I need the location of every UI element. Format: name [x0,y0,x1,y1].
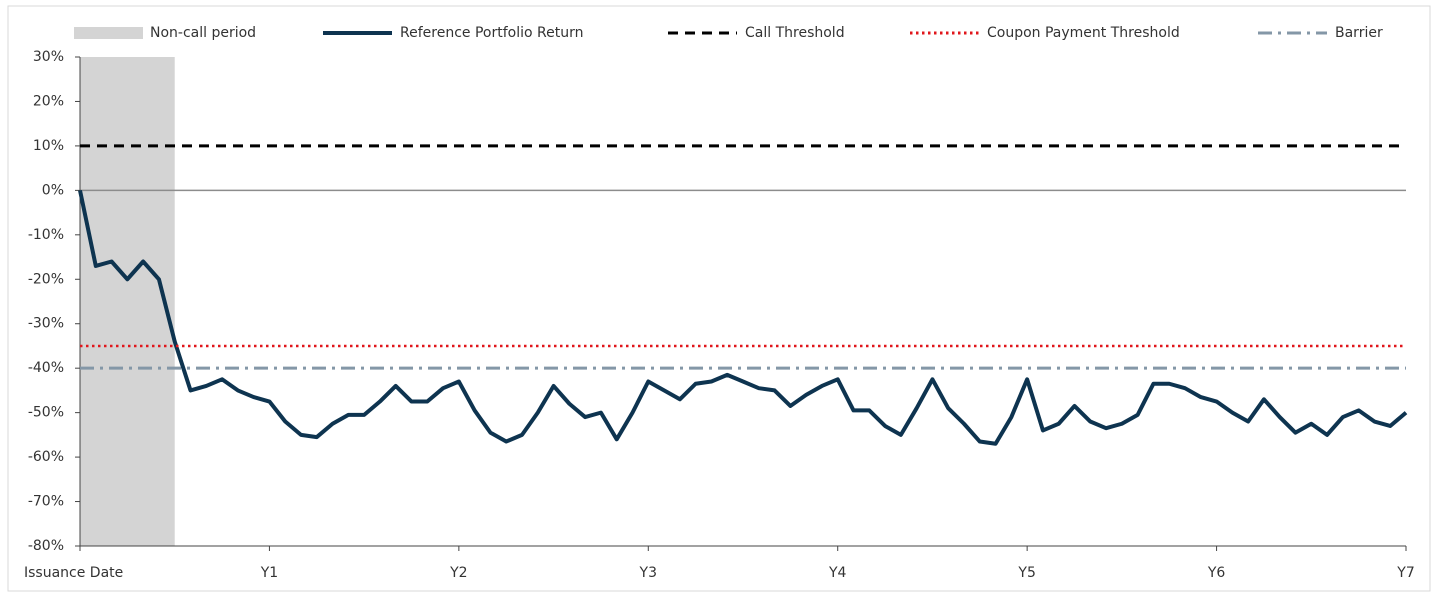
x-tick-label: Y5 [1017,565,1035,581]
y-tick-label: -70% [28,494,64,510]
x-tick-label: Y4 [828,565,847,581]
legend-label: Call Threshold [745,25,845,41]
x-tick-label: Y1 [260,565,278,581]
y-tick-label: -10% [28,227,64,243]
y-tick-label: -40% [28,360,64,376]
x-tick-label: Issuance Date [24,565,123,581]
legend-label: Non-call period [150,25,256,41]
y-tick-label: 20% [33,93,64,109]
legend-label: Reference Portfolio Return [400,25,583,41]
return-line [78,189,1408,446]
x-tick-label: Y3 [639,565,657,581]
y-tick-label: -30% [28,316,64,332]
x-tick-label: Y2 [449,565,467,581]
y-tick-label: -50% [28,405,64,421]
x-tick-label: Y7 [1396,565,1414,581]
x-tick-label: Y6 [1207,565,1226,581]
y-tick-label: 10% [33,138,64,154]
y-tick-label: 30% [33,49,64,65]
y-tick-label: -80% [28,538,64,554]
chart-border [7,5,1431,592]
y-tick-label: 0% [42,182,64,198]
legend-swatch [74,27,143,39]
legend-label: Coupon Payment Threshold [987,25,1180,41]
y-tick-label: -20% [28,271,64,287]
y-tick-label: -60% [28,449,64,465]
legend-label: Barrier [1335,25,1383,41]
non-call-period [80,57,175,546]
